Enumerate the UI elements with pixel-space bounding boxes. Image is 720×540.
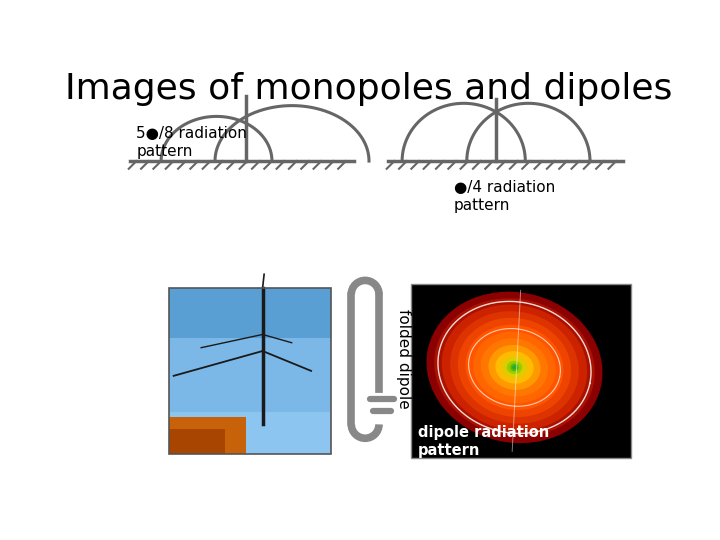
Ellipse shape (458, 318, 571, 417)
Ellipse shape (450, 311, 579, 424)
Text: Images of monopoles and dipoles: Images of monopoles and dipoles (66, 72, 672, 106)
Ellipse shape (466, 325, 564, 410)
Text: ●/4 radiation
pattern: ●/4 radiation pattern (454, 180, 555, 213)
Ellipse shape (473, 332, 556, 403)
Ellipse shape (510, 363, 518, 372)
Ellipse shape (507, 361, 522, 374)
Ellipse shape (434, 298, 595, 436)
Text: folded dipole: folded dipole (396, 309, 411, 409)
Bar (411, 284, 631, 457)
Ellipse shape (502, 356, 527, 378)
Bar (168, 288, 330, 454)
Ellipse shape (495, 351, 534, 383)
Text: 5●/8 radiation
pattern: 5●/8 radiation pattern (137, 126, 248, 159)
Bar (168, 412, 330, 454)
Bar (168, 417, 246, 454)
Bar (168, 288, 330, 379)
Bar (411, 284, 631, 457)
Ellipse shape (426, 292, 603, 443)
Ellipse shape (442, 305, 588, 430)
Text: dipole radiation
pattern: dipole radiation pattern (418, 425, 549, 457)
Bar (168, 429, 225, 454)
Bar (168, 338, 330, 412)
Ellipse shape (512, 366, 517, 369)
Ellipse shape (481, 338, 548, 396)
Ellipse shape (488, 345, 541, 390)
